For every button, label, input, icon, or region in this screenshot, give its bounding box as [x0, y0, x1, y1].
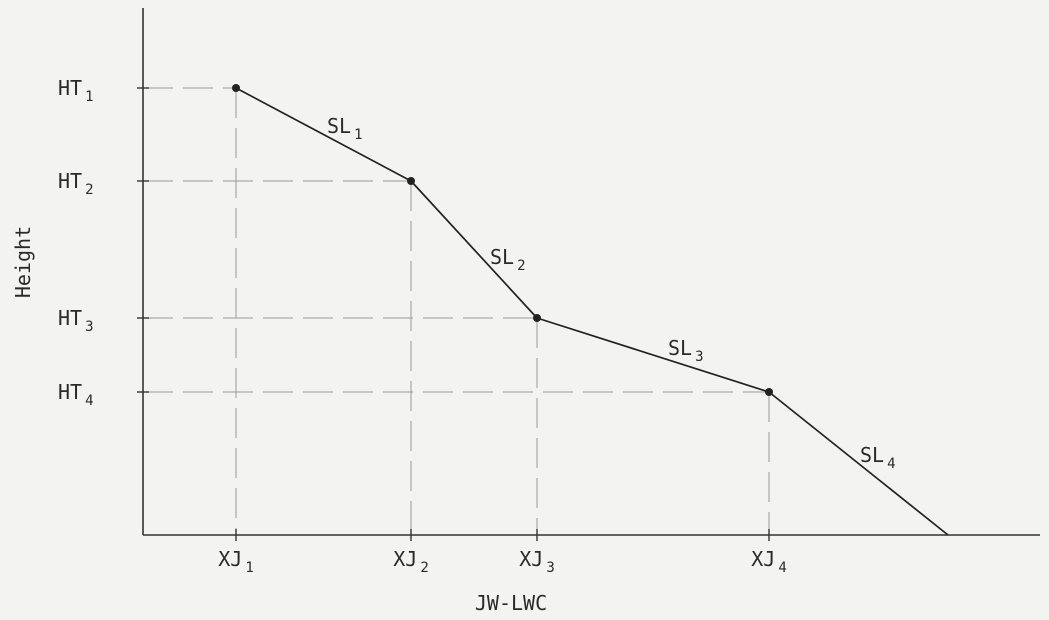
y-tick-label: HT 2	[58, 169, 94, 198]
gridlines	[143, 87, 770, 535]
data-point	[765, 388, 773, 396]
line-segment	[235, 87, 412, 182]
axes	[137, 8, 1040, 541]
segment-label: SL 2	[490, 245, 526, 274]
data-point	[407, 177, 415, 185]
x-tick-label: XJ 2	[393, 547, 429, 576]
data-point	[232, 84, 240, 92]
line-segment	[536, 317, 770, 393]
y-tick-label: HT 4	[58, 380, 94, 409]
data-series	[232, 84, 949, 536]
line-segment	[768, 391, 949, 536]
y-tick-label: HT 3	[58, 306, 94, 335]
y-axis-title: Height	[11, 226, 35, 298]
segment-label: SL 3	[668, 336, 704, 365]
x-axis-title: JW-LWC	[475, 591, 547, 615]
segment-label: SL 1	[327, 114, 363, 143]
segment-label: SL 4	[860, 443, 896, 472]
x-tick-label: XJ 1	[218, 547, 254, 576]
x-tick-label: XJ 4	[751, 547, 787, 576]
line-segment	[410, 180, 538, 319]
x-tick-label: XJ 3	[519, 547, 555, 576]
data-point	[533, 314, 541, 322]
y-tick-label: HT 1	[58, 76, 94, 105]
labels: XJ 1 XJ 2 XJ 3 XJ 4 HT 1 HT 2 HT 3 HT 4 SL 1 SL 2 SL 3 SL 4	[58, 76, 896, 576]
